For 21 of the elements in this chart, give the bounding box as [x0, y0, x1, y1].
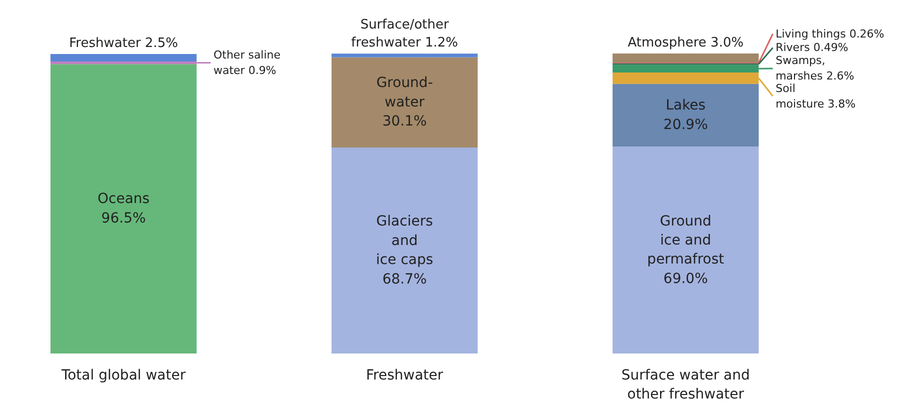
data-label: 69.0% — [663, 270, 708, 287]
text: Rivers 0.49% — [776, 41, 848, 54]
data-label: 20.9% — [663, 116, 708, 133]
data-label: 30.1% — [382, 114, 427, 130]
series-label: Lakes — [666, 98, 706, 114]
data-label: 68.7% — [382, 271, 427, 288]
text: Atmosphere 3.0% — [628, 36, 744, 50]
x-tick-label: Total global water — [60, 368, 186, 384]
text: Surface/other freshwater 1.2% — [351, 18, 458, 51]
x-tick-label: Freshwater — [366, 368, 444, 384]
text: Freshwater 2.5% — [69, 36, 178, 51]
x-tick-label: Surface water and other freshwater — [621, 368, 750, 403]
data-label: 96.5% — [101, 210, 146, 226]
text: Soil moisture 3.8% — [776, 82, 856, 110]
series-label: Glaciers and ice caps — [376, 214, 434, 268]
series-label: Ground ice and permafrost — [647, 213, 725, 268]
series-label: Oceans — [98, 191, 150, 208]
series-label: Ground- water — [376, 75, 433, 110]
text: Other saline water 0.9% — [213, 48, 281, 78]
text: Swamps, marshes 2.6% — [776, 54, 854, 83]
text: Living things 0.26% — [776, 27, 884, 40]
